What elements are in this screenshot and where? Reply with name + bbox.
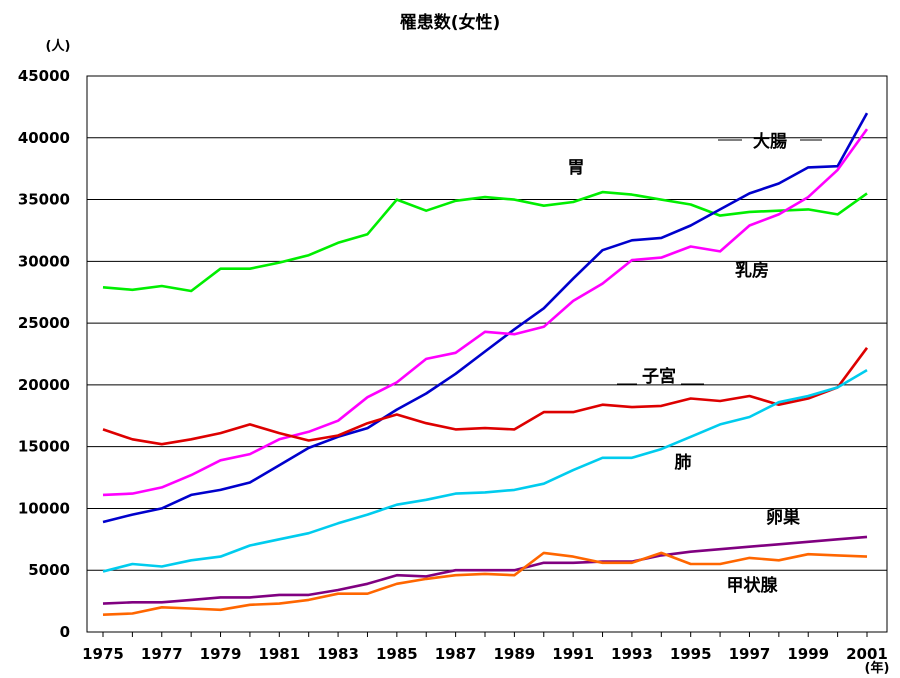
- series-label-ovary: 卵巣: [766, 507, 801, 528]
- x-tick-label: 1981: [258, 645, 300, 663]
- series-line-4: [102, 368, 868, 573]
- x-tick-label: 1987: [435, 645, 477, 663]
- series-line-2: [102, 128, 869, 497]
- series-label-stomach: 胃: [568, 158, 585, 178]
- series-line-6: [102, 551, 868, 616]
- y-tick-label: 0: [60, 623, 70, 641]
- series-line-1: [102, 112, 869, 524]
- y-tick-label: 35000: [18, 191, 70, 209]
- x-tick-label: 1975: [82, 645, 124, 663]
- x-axis-ticks: 1975 1977 1979 1981 1983 1985 1987 1989 1991 1993…: [82, 632, 888, 663]
- series-label-lung: 肺: [675, 453, 692, 473]
- series-line-3: [102, 347, 869, 446]
- chart-title: 罹患数(女性): [400, 12, 501, 33]
- x-tick-label: 1993: [611, 645, 653, 663]
- x-tick-label: 1991: [552, 645, 594, 663]
- plot-area: 0 5000 10000 15000 20000 25000 30000 35000 40000…: [18, 67, 888, 663]
- x-tick-label: 1989: [494, 645, 536, 663]
- y-axis-ticks: 0 5000 10000 15000 20000 25000 30000 35000 40000…: [18, 67, 70, 641]
- series-label-breast: 乳房: [735, 260, 769, 281]
- series-labels: 胃 大腸 乳房 子宮 肺 卵巣 甲状腺: [568, 131, 822, 596]
- series-line-5: [102, 535, 868, 605]
- series-label-uterus: 子宮: [642, 366, 676, 387]
- x-tick-label: 1979: [200, 645, 242, 663]
- y-tick-label: 20000: [18, 376, 70, 394]
- plot-frame: [86, 75, 888, 633]
- x-tick-label: 1983: [317, 645, 359, 663]
- series-label-thyroid: 甲状腺: [727, 575, 779, 596]
- x-tick-label: 2001: [846, 645, 888, 663]
- x-tick-label: 1995: [670, 645, 712, 663]
- x-unit-label: (年): [865, 660, 890, 676]
- y-tick-label: 45000: [18, 67, 70, 85]
- x-tick-label: 1999: [787, 645, 829, 663]
- x-tick-label: 1985: [376, 645, 418, 663]
- x-tick-label: 1977: [141, 645, 183, 663]
- series-lines: [102, 112, 869, 616]
- x-tick-label: 1997: [729, 645, 771, 663]
- y-tick-label: 5000: [28, 561, 70, 579]
- series-label-colon: 大腸: [753, 131, 787, 152]
- y-tick-label: 10000: [18, 499, 70, 517]
- y-unit-label: (人): [46, 38, 71, 54]
- y-tick-label: 30000: [18, 252, 70, 270]
- y-tick-label: 25000: [18, 314, 70, 332]
- grid-lines: [87, 137, 887, 571]
- y-tick-label: 15000: [18, 438, 70, 456]
- series-line-0: [102, 190, 868, 293]
- y-tick-label: 40000: [18, 129, 70, 147]
